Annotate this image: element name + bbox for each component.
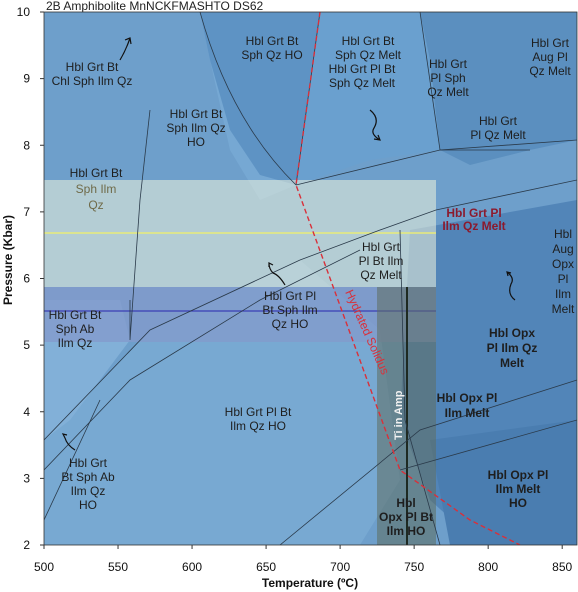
x-tick-label: 700 bbox=[330, 560, 350, 574]
y-tick-label: 7 bbox=[23, 205, 30, 219]
x-axis-title: Temperature (ºC) bbox=[262, 576, 358, 590]
boundary-8 bbox=[399, 229, 441, 545]
field-label-b4: Hbl Opx Pl Bt Ilm HO bbox=[379, 496, 433, 538]
arrow-3 bbox=[268, 262, 286, 286]
blue-band bbox=[44, 287, 436, 342]
x-tick-label: 850 bbox=[552, 560, 572, 574]
field-top-center bbox=[200, 12, 320, 185]
field-label-f13: Hbl Grt Bt Sph Ab Ilm Qz bbox=[49, 308, 102, 350]
field-label-f15: Hbl Grt Pl Bt Ilm Qz HO bbox=[225, 405, 292, 433]
boundary-6 bbox=[295, 139, 577, 186]
y-tick-label: 2 bbox=[23, 538, 30, 552]
boundary-10 bbox=[279, 379, 577, 545]
grey-column-narrow bbox=[406, 287, 408, 545]
field-label-f1: Hbl Grt Bt Chl Sph Ilm Qz bbox=[52, 60, 133, 88]
field-label-red: Hbl Grt Pl Ilm Qz Melt bbox=[442, 206, 505, 233]
field-label-b1: Hbl Opx Pl Ilm Qz Melt bbox=[487, 326, 538, 370]
field-label-f3: Hbl Grt Bt Sph Qz Melt bbox=[335, 34, 402, 62]
arrow-2 bbox=[369, 109, 381, 141]
boundary-1 bbox=[44, 179, 577, 441]
field-label-f16: Hbl Grt Bt Sph Ab Ilm Qz HO bbox=[61, 456, 115, 512]
arrow-4 bbox=[506, 271, 516, 301]
y-tick-label: 6 bbox=[23, 272, 30, 286]
ti-in-amp-label: Ti in Amp bbox=[393, 390, 405, 440]
light-band bbox=[44, 180, 436, 342]
hydrated-solidus-line bbox=[295, 12, 521, 545]
y-tick-label: 5 bbox=[23, 338, 30, 352]
boundary-9 bbox=[399, 419, 577, 471]
x-tick-label: 600 bbox=[182, 560, 202, 574]
x-tick-label: 650 bbox=[256, 560, 276, 574]
field-label-f8: Hbl Grt Pl Qz Melt bbox=[470, 114, 526, 142]
y-axis-title: Pressure (Kbar) bbox=[1, 215, 15, 305]
x-tick-label: 800 bbox=[478, 560, 498, 574]
x-tick-label: 750 bbox=[404, 560, 424, 574]
field-label-f6: Hbl Grt Pl Bt Sph Qz Melt bbox=[329, 62, 396, 90]
x-axis-ticks: 500 550 600 650 700 750 800 850 bbox=[34, 545, 573, 574]
field-label-f12: Hbl Grt Pl Bt Sph Ilm Qz HO bbox=[262, 289, 317, 331]
arrow-5 bbox=[61, 433, 76, 451]
boundary-2 bbox=[44, 249, 361, 471]
field-label-f11: Hbl Aug Opx Pl Ilm Melt bbox=[552, 227, 575, 316]
field-label-b3: Hbl Opx Pl Ilm Melt HO bbox=[488, 468, 549, 510]
y-tick-label: 9 bbox=[23, 72, 30, 86]
arrow-1 bbox=[119, 37, 132, 61]
field-label-f5: Hbl Grt Aug Pl Qz Melt bbox=[529, 36, 571, 78]
field-label-olive: Hbl Grt Bt Sph Ilm Qz bbox=[70, 166, 123, 212]
y-tick-label: 3 bbox=[23, 471, 30, 485]
field-label-f4: Hbl Grt Pl Sph Qz Melt bbox=[427, 57, 469, 99]
field-top-right-a bbox=[296, 12, 440, 185]
field-label-f7: Hbl Grt Bt Sph Ilm Qz HO bbox=[166, 107, 225, 149]
boundary-7 bbox=[129, 109, 151, 341]
diagram-title: 2B Amphibolite MnNCKFMASHTO DS62 bbox=[46, 0, 264, 13]
y-tick-label: 4 bbox=[23, 405, 30, 419]
y-axis-ticks: 2 3 4 5 6 7 8 9 10 bbox=[17, 5, 44, 552]
y-tick-label: 10 bbox=[17, 5, 31, 19]
field-label-f10: Hbl Grt Pl Bt Ilm Qz Melt bbox=[359, 240, 404, 282]
y-tick-label: 8 bbox=[23, 138, 30, 152]
boundary-11 bbox=[44, 399, 101, 521]
boundary-3 bbox=[199, 12, 297, 186]
field-label-f2: Hbl Grt Bt Sph Qz HO bbox=[241, 34, 302, 62]
x-tick-label: 550 bbox=[108, 560, 128, 574]
field-top-right-b bbox=[420, 12, 577, 165]
plot-area bbox=[44, 12, 577, 545]
field-label-b2: Hbl Opx Pl Ilm Melt bbox=[437, 391, 498, 420]
x-tick-label: 500 bbox=[34, 560, 54, 574]
